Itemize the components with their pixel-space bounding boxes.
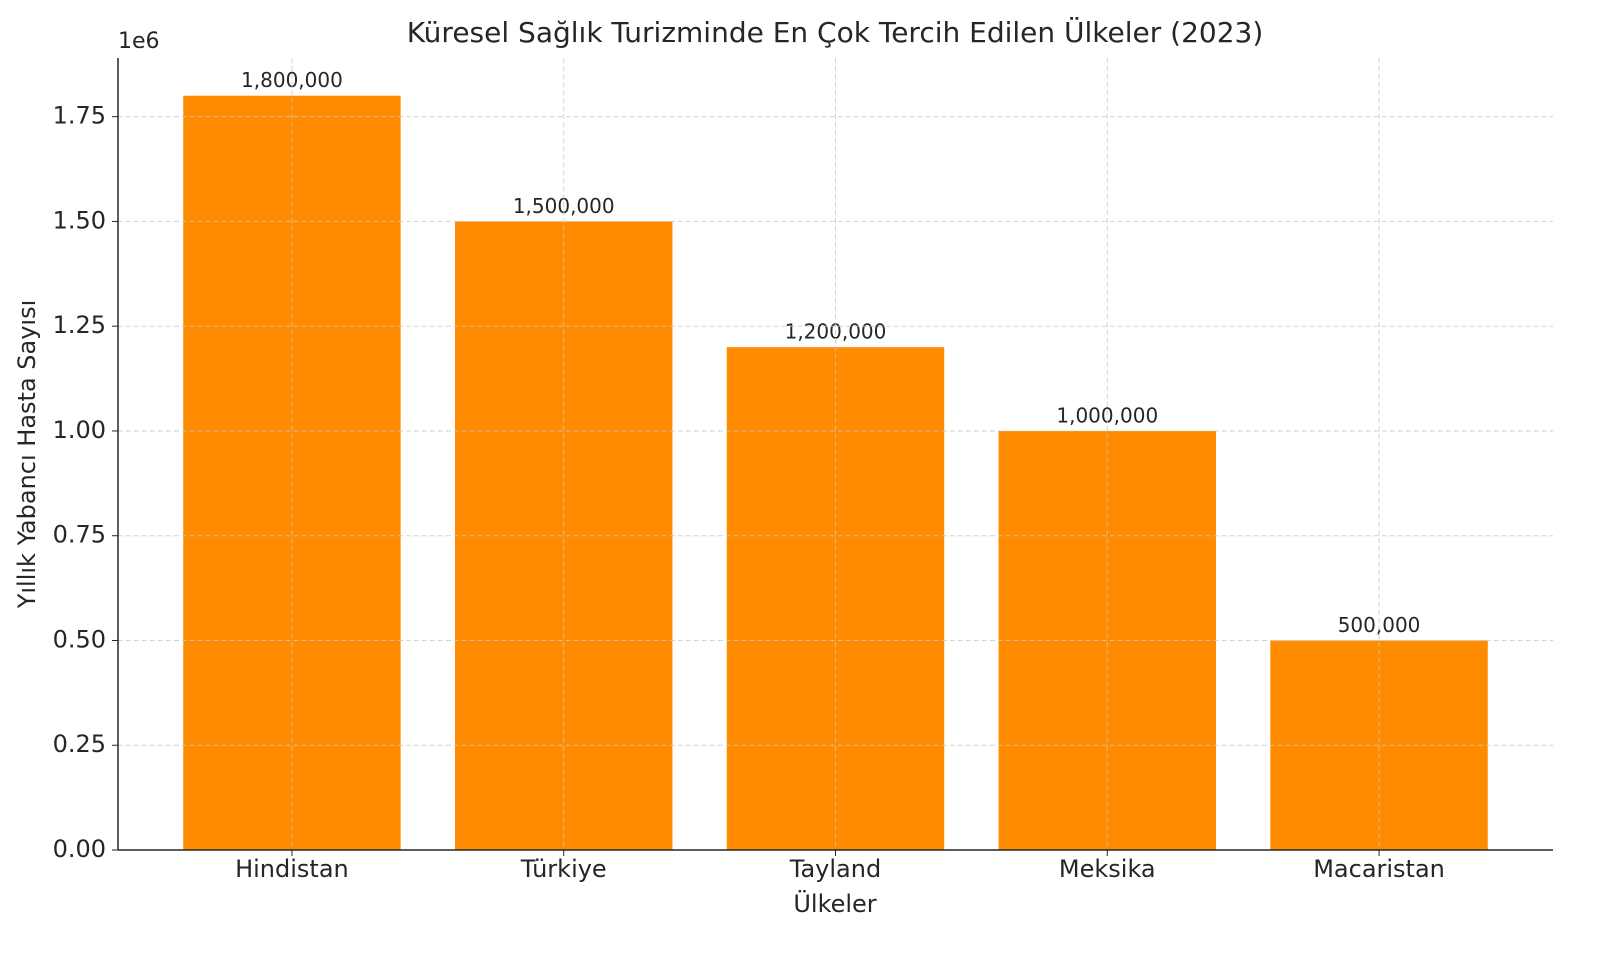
value-label: 1,800,000 [241, 68, 343, 92]
x-tick-label: Macaristan [1313, 855, 1445, 883]
x-axis-label: Ülkeler [793, 889, 876, 918]
y-axis-label: Yıllık Yabancı Hasta Sayısı [13, 300, 41, 610]
y-tick-label: 0.00 [53, 835, 106, 863]
x-tick-label: Hindistan [235, 855, 349, 883]
y-tick-label: 1.25 [53, 311, 106, 339]
y-tick-label: 0.25 [53, 730, 106, 758]
y-tick-label: 1.00 [53, 416, 106, 444]
chart-title: Küresel Sağlık Turizminde En Çok Tercih … [407, 15, 1264, 49]
bar [183, 95, 401, 850]
x-tick-label: Tayland [789, 855, 881, 883]
y-tick-label: 1.75 [53, 102, 106, 130]
value-label: 500,000 [1338, 613, 1421, 637]
y-tick-label: 0.50 [53, 625, 106, 653]
y-tick-label: 1.50 [53, 206, 106, 234]
x-tick-label: Türkiye [520, 855, 607, 883]
y-tick-label: 0.75 [53, 521, 106, 549]
y-offset-label: 1e6 [118, 29, 160, 54]
value-label: 1,000,000 [1056, 403, 1158, 427]
x-tick-label: Meksika [1059, 855, 1156, 883]
